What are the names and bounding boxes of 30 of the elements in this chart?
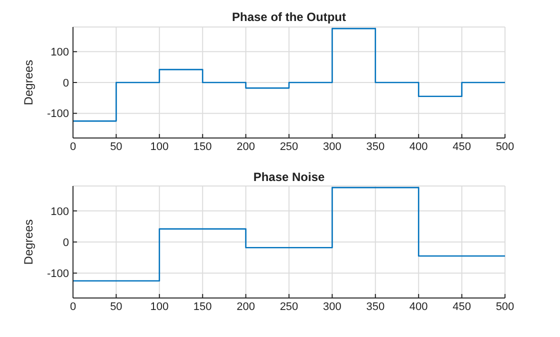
y-tick-label: 0	[62, 236, 69, 249]
chart-title: Phase of the Output	[232, 10, 346, 24]
y-tick-label: 100	[50, 46, 69, 59]
x-tick-label: 200	[236, 140, 255, 153]
x-tick-label: 500	[496, 300, 514, 313]
y-axis-title: Degrees	[21, 219, 36, 265]
y-tick-label: 100	[50, 206, 69, 218]
x-tick-label: 400	[409, 140, 428, 153]
x-tick-label: 300	[323, 300, 342, 313]
x-tick-label: 50	[110, 300, 122, 313]
x-tick-label: 500	[496, 140, 514, 153]
x-tick-label: 250	[280, 300, 298, 313]
y-axis-title: Degrees	[21, 60, 36, 106]
x-tick-label: 50	[110, 140, 122, 153]
x-tick-label: 150	[193, 300, 212, 313]
x-tick-label: 150	[193, 140, 212, 153]
y-tick-label: -100	[46, 268, 69, 280]
x-tick-label: 100	[150, 300, 169, 313]
x-tick-label: 450	[452, 140, 471, 153]
x-tick-label: 100	[150, 140, 169, 153]
x-tick-label: 350	[366, 300, 385, 313]
chart-title: Phase Noise	[253, 170, 326, 184]
x-tick-label: 250	[280, 140, 298, 153]
x-tick-label: 450	[452, 300, 471, 313]
x-tick-label: 400	[409, 300, 428, 313]
x-tick-label: 300	[323, 140, 342, 153]
x-tick-label: 200	[236, 300, 255, 313]
y-tick-label: -100	[46, 108, 69, 120]
x-tick-label: 350	[366, 140, 385, 153]
y-tick-label: 0	[62, 77, 69, 90]
